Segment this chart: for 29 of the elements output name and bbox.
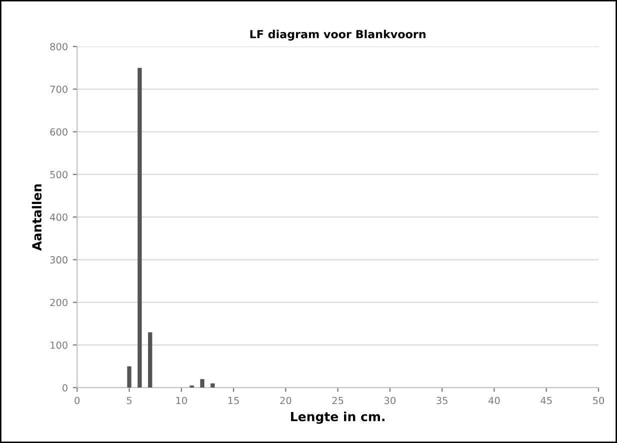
y-tick-label: 700 (50, 86, 68, 93)
bar (127, 366, 132, 388)
y-tick-label: 600 (50, 128, 68, 136)
x-tick-label: 45 (540, 396, 552, 404)
x-tick-label: 40 (488, 396, 500, 404)
y-tick-label: 200 (50, 298, 68, 306)
bar (200, 379, 204, 388)
y-tick-label: 400 (50, 214, 68, 221)
y-tick-label: 0 (62, 384, 68, 392)
y-tick-label: 100 (50, 341, 68, 349)
x-tick-label: 25 (332, 396, 344, 404)
x-tick-label: 5 (126, 396, 132, 404)
chart-title: LF diagram voor Blankvoorn (250, 30, 426, 41)
y-tick-label: 300 (50, 256, 68, 264)
bar (148, 332, 152, 388)
x-axis-title: Lengte in cm. (291, 412, 384, 424)
x-tick-label: 35 (436, 396, 448, 404)
x-tick-label: 50 (593, 396, 604, 404)
x-tick-label: 20 (280, 396, 292, 404)
bar (138, 68, 142, 388)
x-tick-label: 30 (384, 396, 396, 404)
x-tick-label: 15 (228, 396, 239, 404)
x-tick-label: 0 (74, 396, 80, 404)
bar (210, 383, 215, 388)
y-tick-label: 800 (50, 42, 68, 50)
y-tick-label: 500 (50, 170, 68, 178)
bar (190, 385, 194, 388)
x-tick-label: 10 (176, 396, 187, 404)
y-axis-title: Aantallen (32, 184, 42, 251)
